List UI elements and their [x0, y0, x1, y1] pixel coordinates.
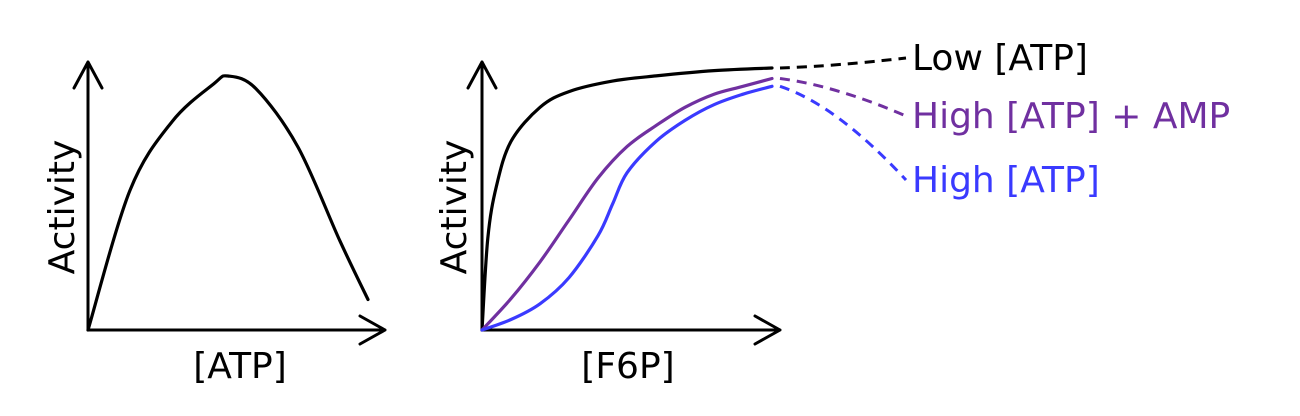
chart2-x-label: [F6P] [581, 346, 674, 387]
chart2-legend: Low [ATP] High [ATP] + AMP High [ATP] [779, 38, 1230, 201]
legend-leader-1 [779, 56, 907, 70]
chart1-y-label: Activity [42, 140, 83, 275]
chart2-series [480, 66, 774, 332]
chart1-x-axis [86, 314, 387, 346]
chart2-y-axis [466, 60, 498, 332]
chart2-series-line-3 [480, 84, 774, 332]
chart1-series [86, 74, 370, 332]
chart1-series-line-1 [86, 74, 370, 332]
chart2-x-axis [480, 314, 782, 346]
legend-leader-2 [779, 76, 907, 118]
chart2-y-label: Activity [434, 140, 475, 275]
legend-label-1: Low [ATP] [912, 38, 1088, 79]
chart2-axes [466, 60, 782, 346]
chart2-series-line-1 [480, 66, 774, 332]
chart1-axes [72, 60, 387, 346]
legend-label-2: High [ATP] + AMP [912, 96, 1230, 137]
chart2-series-line-2 [480, 76, 774, 332]
chart1-y-axis [72, 60, 104, 332]
chart1-x-label: [ATP] [193, 346, 287, 387]
legend-label-3: High [ATP] [912, 160, 1100, 201]
legend-leader-3 [779, 84, 908, 182]
